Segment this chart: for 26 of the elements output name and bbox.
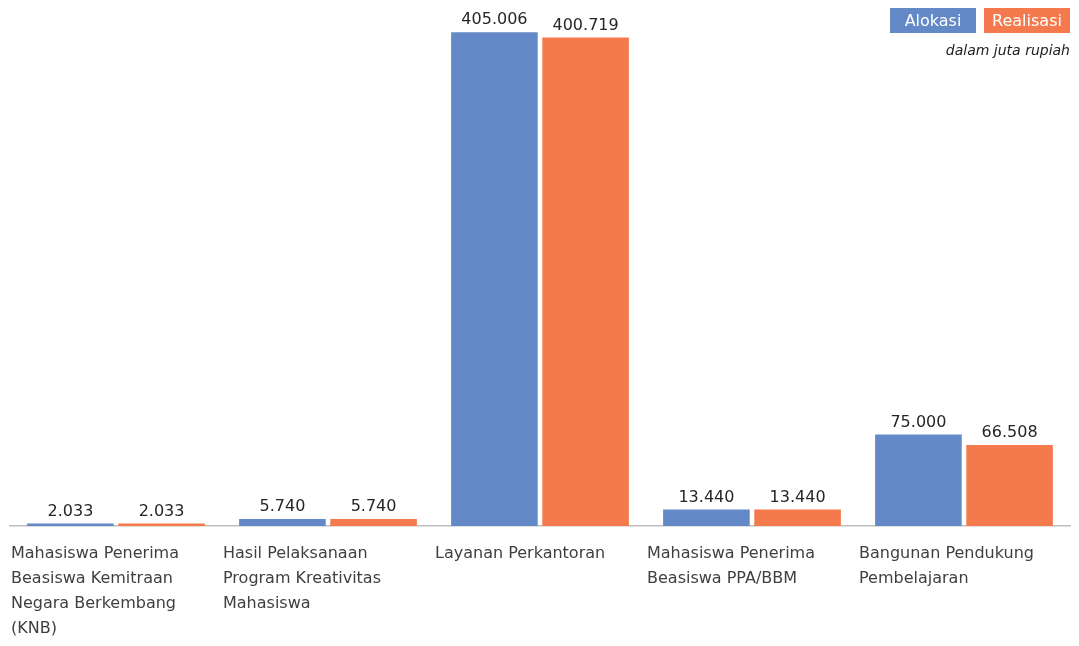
x-tick-label: Bangunan Pendukung Pembelajaran — [859, 543, 1034, 588]
bar — [754, 509, 841, 526]
data-label: 66.508 — [981, 422, 1038, 442]
bar — [542, 37, 629, 526]
data-label: 5.740 — [350, 496, 397, 516]
data-label: 400.719 — [552, 14, 619, 34]
data-label: 405.006 — [461, 9, 528, 29]
data-label: 75.000 — [890, 411, 947, 431]
bar — [330, 519, 417, 526]
text: Realisasi — [984, 8, 1070, 33]
data-label: 13.440 — [678, 486, 735, 506]
data-label: 5.740 — [259, 496, 306, 516]
x-tick-label: Layanan Perkantoran — [435, 543, 606, 563]
annotation: dalam juta rupiah — [945, 42, 1070, 58]
data-label: 2.033 — [47, 500, 94, 520]
x-tick-label: Hasil Pelaksanaan Program Kreativitas Mahasiswa — [223, 543, 382, 613]
bar — [875, 434, 962, 526]
x-tick-label: Mahasiswa Penerima Beasiswa Kemitraan Negara Berkembang (KNB) — [11, 543, 179, 638]
data-label: 2.033 — [138, 500, 185, 520]
text: Alokasi — [890, 8, 976, 33]
bar — [966, 444, 1053, 526]
bar — [451, 32, 538, 526]
bar — [239, 519, 326, 526]
data-label: 13.440 — [769, 486, 826, 506]
bar — [663, 509, 750, 526]
x-tick-label: Mahasiswa Penerima Beasiswa PPA/BBM — [647, 543, 815, 588]
